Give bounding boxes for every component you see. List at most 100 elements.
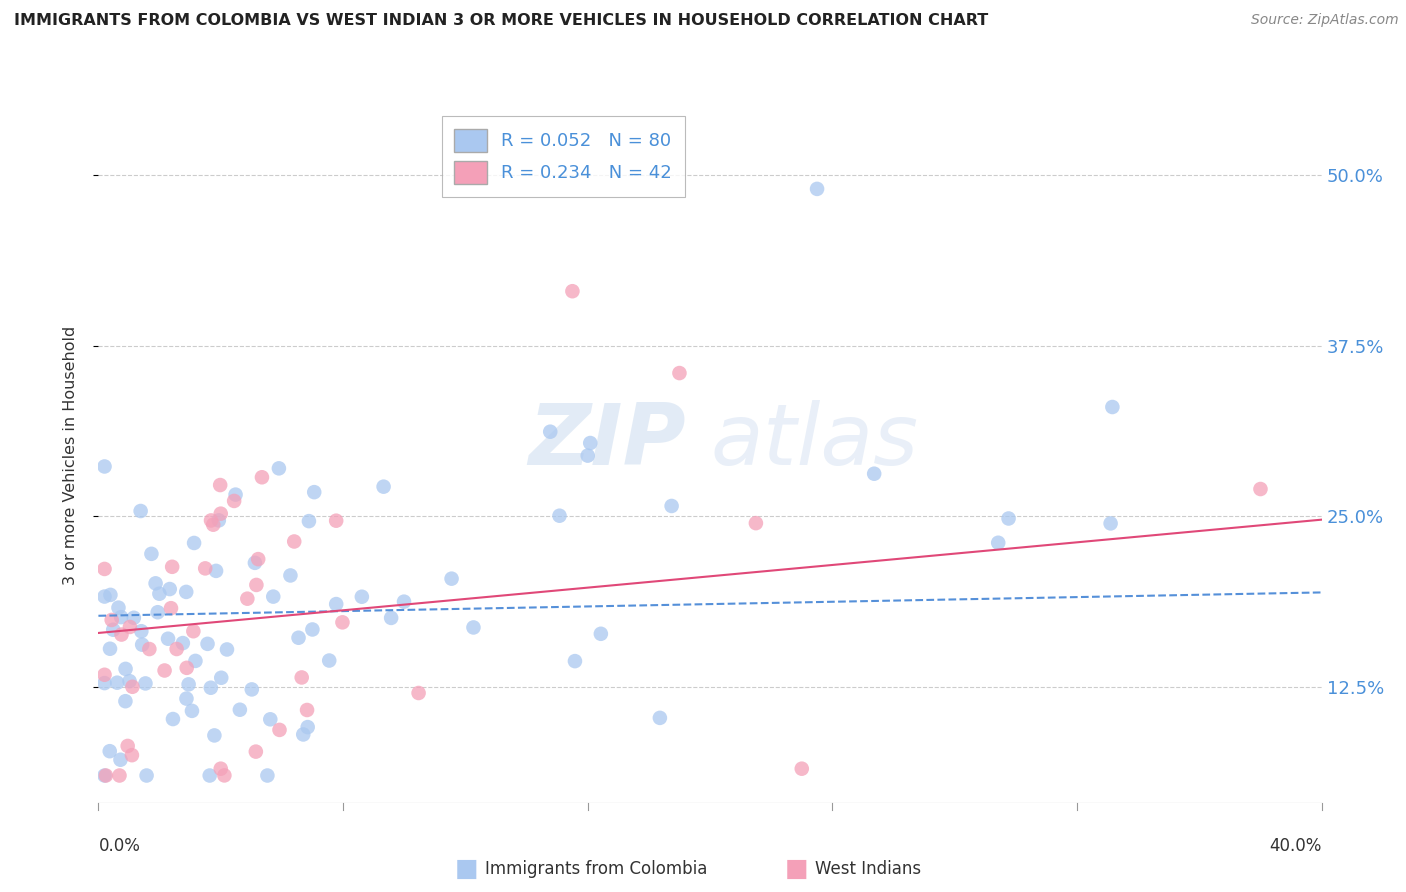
Point: [93, 562, 115, 576]
Point: [668, 366, 690, 380]
Point: [269, 723, 291, 737]
Point: [121, 748, 143, 763]
Point: [105, 675, 128, 690]
Point: [198, 768, 221, 782]
Point: [100, 613, 122, 627]
Point: [291, 670, 314, 684]
Point: [157, 632, 180, 646]
Point: [159, 582, 181, 596]
Point: [176, 661, 198, 675]
Point: [108, 768, 131, 782]
Point: [224, 494, 246, 508]
Text: Immigrants from Colombia: Immigrants from Colombia: [485, 860, 707, 878]
Point: [302, 485, 325, 500]
Point: [243, 556, 266, 570]
Point: [181, 704, 204, 718]
Text: ■: ■: [785, 857, 808, 880]
Point: [209, 507, 232, 521]
Point: [135, 768, 157, 782]
Point: [114, 662, 136, 676]
Point: [107, 600, 129, 615]
Point: [997, 511, 1019, 525]
Point: [561, 284, 583, 298]
Point: [146, 605, 169, 619]
Point: [114, 694, 136, 708]
Point: [301, 623, 323, 637]
Point: [267, 461, 290, 475]
Point: [297, 720, 319, 734]
Text: IMMIGRANTS FROM COLOMBIA VS WEST INDIAN 3 OR MORE VEHICLES IN HOUSEHOLD CORRELAT: IMMIGRANTS FROM COLOMBIA VS WEST INDIAN …: [14, 13, 988, 29]
Text: 40.0%: 40.0%: [1270, 837, 1322, 855]
Point: [790, 762, 813, 776]
Point: [202, 728, 225, 742]
Point: [440, 572, 463, 586]
Point: [197, 637, 219, 651]
Point: [576, 449, 599, 463]
Point: [1101, 400, 1123, 414]
Point: [325, 514, 347, 528]
Point: [259, 712, 281, 726]
Point: [661, 499, 683, 513]
Point: [131, 624, 153, 639]
Point: [256, 768, 278, 782]
Point: [392, 595, 415, 609]
Point: [538, 425, 561, 439]
Point: [160, 601, 183, 615]
Point: [145, 576, 167, 591]
Point: [373, 480, 395, 494]
Point: [247, 552, 270, 566]
Point: [236, 591, 259, 606]
Point: [153, 664, 176, 678]
Point: [564, 654, 586, 668]
Point: [131, 638, 153, 652]
Point: [648, 711, 671, 725]
Point: [174, 585, 197, 599]
Point: [262, 590, 284, 604]
Point: [121, 680, 143, 694]
Point: [202, 517, 225, 532]
Point: [240, 682, 263, 697]
Point: [298, 514, 321, 528]
Point: [94, 768, 117, 782]
Point: [138, 642, 160, 657]
Point: [209, 478, 232, 492]
Point: [225, 488, 247, 502]
Point: [579, 436, 602, 450]
Point: [215, 642, 238, 657]
Point: [806, 182, 828, 196]
Point: [183, 624, 205, 639]
Point: [287, 631, 309, 645]
Point: [118, 620, 141, 634]
Point: [209, 762, 232, 776]
Text: West Indians: West Indians: [815, 860, 921, 878]
Text: Source: ZipAtlas.com: Source: ZipAtlas.com: [1251, 13, 1399, 28]
Point: [208, 513, 231, 527]
Point: [110, 627, 132, 641]
Point: [129, 504, 152, 518]
Point: [93, 459, 115, 474]
Point: [295, 703, 318, 717]
Point: [214, 768, 236, 782]
Point: [245, 578, 267, 592]
Point: [205, 564, 228, 578]
Point: [110, 610, 132, 624]
Point: [1249, 482, 1271, 496]
Point: [177, 677, 200, 691]
Point: [183, 536, 205, 550]
Point: [110, 753, 132, 767]
Point: [589, 627, 612, 641]
Point: [283, 534, 305, 549]
Point: [987, 535, 1010, 549]
Point: [325, 597, 347, 611]
Point: [229, 703, 252, 717]
Point: [1099, 516, 1122, 531]
Point: [148, 587, 170, 601]
Point: [166, 642, 188, 657]
Point: [463, 620, 485, 634]
Point: [250, 470, 273, 484]
Point: [200, 513, 222, 527]
Legend: R = 0.052   N = 80, R = 0.234   N = 42: R = 0.052 N = 80, R = 0.234 N = 42: [441, 116, 685, 197]
Point: [93, 768, 115, 782]
Point: [380, 611, 402, 625]
Point: [93, 590, 115, 604]
